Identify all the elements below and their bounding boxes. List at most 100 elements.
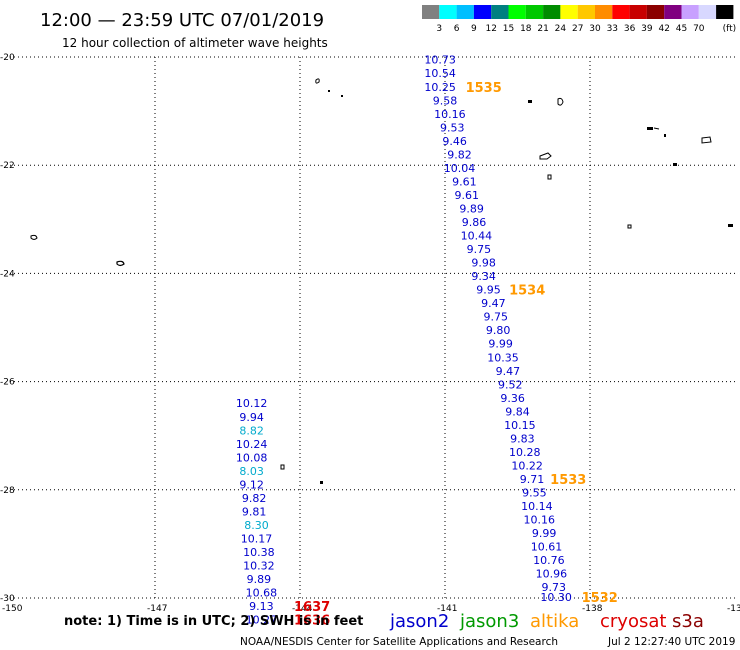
swh-value-label: 9.95: [476, 284, 501, 297]
swh-value-label: 9.75: [467, 243, 492, 256]
swh-value-label: 9.89: [459, 202, 484, 215]
colorbar-label: 12: [485, 24, 496, 34]
y-tick-label: -30: [0, 594, 15, 604]
swh-value-label: 9.61: [455, 189, 480, 202]
colorbar-swatch: [664, 5, 682, 19]
colorbar-label: (ft): [723, 24, 737, 34]
swh-value-label: 9.53: [440, 121, 465, 134]
swh-value-label: 10.68: [246, 587, 278, 600]
swh-value-label: 9.82: [447, 148, 472, 161]
swh-data-labels: 10.7310.5410.259.5810.169.539.469.8210.0…: [236, 54, 618, 629]
swh-value-label: 10.35: [487, 351, 519, 364]
satellite-legend-s3a: s3a: [672, 611, 704, 632]
swh-value-label: 10.22: [511, 459, 543, 472]
swh-value-label: 8.82: [239, 424, 264, 437]
x-tick-label: -138: [582, 604, 603, 614]
colorbar-label: 9: [471, 24, 477, 34]
x-tick-label: -141: [437, 604, 457, 614]
swh-value-label: 10.44: [461, 230, 493, 243]
x-tick-label: -150: [2, 604, 23, 614]
pass-number-label: 1534: [509, 284, 545, 299]
swh-value-label: 9.55: [522, 487, 547, 500]
chart-subtitle: 12 hour collection of altimeter wave hei…: [62, 36, 328, 50]
y-tick-label: -24: [0, 269, 15, 279]
colorbar-swatch: [560, 5, 578, 19]
colorbar-swatch: [577, 5, 595, 19]
swh-value-label: 9.58: [433, 94, 458, 107]
colorbar-label: 33: [607, 24, 618, 34]
swh-value-label: 10.38: [243, 546, 275, 559]
colorbar-label: 21: [537, 24, 548, 34]
swh-value-label: 10.04: [444, 162, 476, 175]
pass-number-label: 1532: [582, 591, 618, 606]
satellite-legend-altika: altika: [530, 611, 579, 632]
satellite-legend-cryosat: cryosat: [600, 611, 666, 632]
colorbar-label: 70: [693, 24, 705, 34]
swh-value-label: 10.27: [246, 614, 278, 627]
swh-value-label: 10.76: [533, 554, 565, 567]
timestamp: Jul 2 12:27:40 UTC 2019: [607, 636, 735, 648]
colorbar-swatch: [629, 5, 647, 19]
colorbar-swatch: [646, 5, 665, 19]
x-tick-label: -147: [147, 604, 167, 614]
swh-value-label: 9.99: [532, 527, 557, 540]
swh-value-label: 10.17: [241, 532, 273, 545]
swh-value-label: 9.46: [442, 135, 467, 148]
colorbar-swatch: [525, 5, 544, 19]
swh-value-label: 10.16: [524, 514, 556, 527]
swh-value-label: 9.71: [520, 473, 545, 486]
y-tick-label: -26: [0, 378, 15, 388]
swh-value-label: 10.25: [424, 81, 456, 94]
swh-value-label: 9.13: [249, 600, 274, 613]
swh-value-label: 10.54: [424, 67, 456, 80]
swh-value-label: 9.98: [471, 257, 496, 270]
swh-value-label: 9.47: [481, 297, 506, 310]
colorbar-label: 15: [503, 24, 514, 34]
colorbar-swatch: [543, 5, 561, 19]
swh-value-label: 9.86: [462, 216, 487, 229]
colorbar-label: 24: [555, 24, 567, 34]
pass-number-label: 1535: [466, 81, 502, 96]
colorbar-swatch: [698, 5, 717, 19]
swh-value-label: 10.73: [424, 54, 456, 67]
swh-value-label: 9.75: [484, 311, 509, 324]
colorbar-swatch: [422, 5, 440, 19]
credit-line: NOAA/NESDIS Center for Satellite Applica…: [240, 636, 558, 648]
swh-value-label: 9.36: [500, 392, 525, 405]
swh-value-label: 10.15: [504, 419, 536, 432]
swh-value-label: 9.47: [496, 365, 521, 378]
swh-value-label: 9.61: [452, 175, 477, 188]
colorbar-label: 45: [676, 24, 687, 34]
colorbar-swatch: [473, 5, 492, 19]
colorbar-swatch: [681, 5, 699, 19]
swh-value-label: 9.99: [488, 338, 513, 351]
satellite-legend-jason3: jason3: [459, 611, 519, 632]
swh-value-label: 9.81: [242, 505, 267, 518]
x-tick-label: -135: [727, 604, 740, 614]
colorbar-swatch: [491, 5, 509, 19]
swh-value-label: 9.83: [510, 432, 535, 445]
swh-value-label: 10.12: [236, 397, 268, 410]
colorbar-swatch: [439, 5, 457, 19]
swh-value-label: 10.30: [540, 591, 572, 604]
colorbar-swatch: [595, 5, 613, 19]
colorbar-label: 42: [658, 24, 669, 34]
colorbar-label: 39: [641, 24, 653, 34]
swh-value-label: 10.16: [434, 108, 466, 121]
chart-grid: [10, 56, 735, 599]
colorbar-label: 6: [454, 24, 460, 34]
satellite-legend-jason2: jason2: [389, 611, 449, 632]
colorbar-swatch: [612, 5, 630, 19]
swh-value-label: 10.28: [509, 446, 541, 459]
swh-value-label: 10.24: [236, 438, 268, 451]
pass-number-label: 1533: [550, 473, 586, 488]
swh-value-label: 9.84: [505, 405, 530, 418]
swh-value-label: 9.52: [498, 378, 523, 391]
colorbar-label: 3: [436, 24, 442, 34]
swh-value-label: 10.32: [243, 560, 275, 573]
footnote: note: 1) Time is in UTC; 2) SWH is in fe…: [64, 614, 363, 629]
satellite-legend: jason2 jason3 altika cryosat s3a: [389, 611, 704, 632]
colorbar-label: 30: [589, 24, 601, 34]
